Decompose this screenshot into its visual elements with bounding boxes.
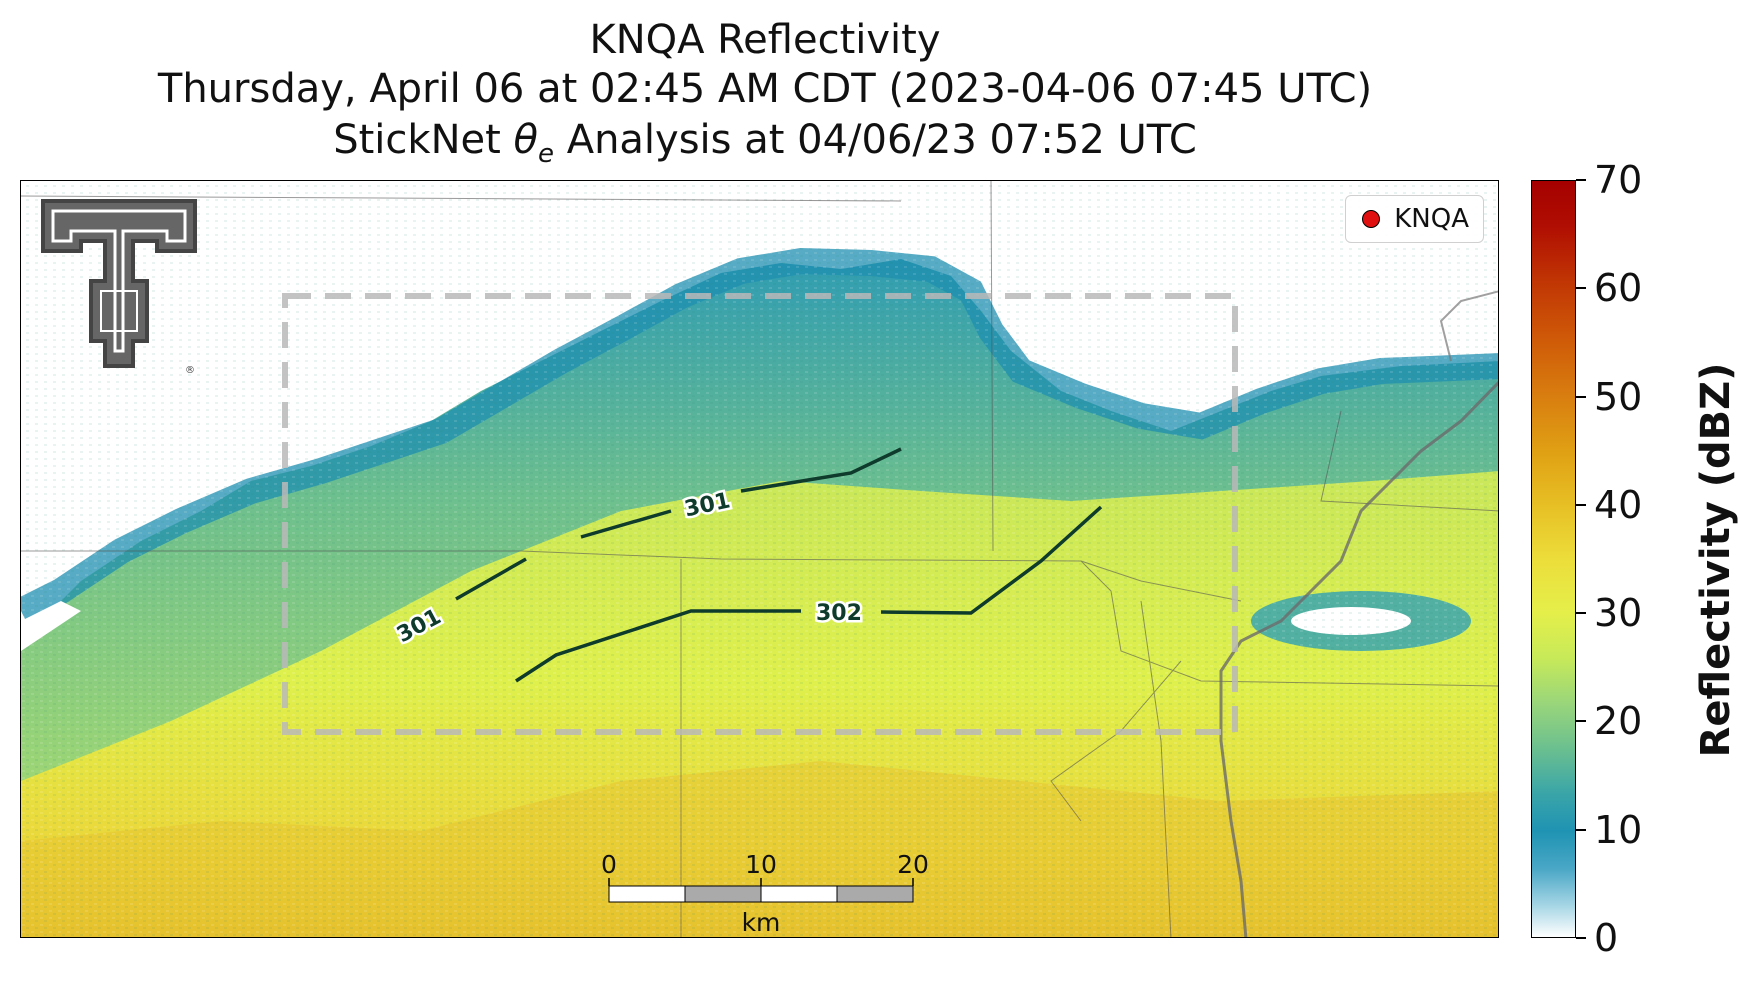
theta-symbol: θ: [513, 117, 538, 163]
colorbar-tick-label: 60: [1594, 266, 1643, 311]
colorbar-tick-label: 40: [1594, 482, 1643, 527]
scale-tick-10: 10: [745, 850, 777, 879]
scale-tick-0: 0: [601, 850, 617, 879]
scale-unit: km: [742, 908, 781, 937]
title-line-3: StickNet θe Analysis at 04/06/23 07:52 U…: [0, 120, 1530, 167]
colorbar-tick-label: 70: [1594, 158, 1643, 202]
colorbar-tick-mark: [1576, 612, 1586, 615]
contour-301-north-b: [740, 447, 902, 493]
contour-301-north: [580, 509, 672, 539]
title-line-3-suffix: Analysis at 04/06/23 07:52 UTC: [553, 117, 1197, 163]
analysis-box: [282, 293, 1238, 735]
registered-mark: ®: [185, 365, 195, 376]
title-line-3-prefix: StickNet: [333, 117, 514, 163]
contour-302-b: [880, 505, 1103, 615]
theta-e-contours: [455, 447, 1103, 683]
colorbar-tick-mark: [1576, 287, 1586, 290]
colorbar-tick-label: 30: [1594, 591, 1643, 636]
radar-map[interactable]: 301 301 302 0 10 20 km ®: [20, 180, 1499, 938]
knqa-marker-icon: [1362, 210, 1381, 228]
theta-subscript: e: [537, 139, 554, 169]
title-line-2: Thursday, April 06 at 02:45 AM CDT (2023…: [157, 66, 1373, 112]
contour-301-west: [455, 557, 527, 601]
colorbar-tick-mark: [1576, 828, 1586, 831]
colorbar-tick-mark: [1576, 179, 1586, 181]
scale-tick-20: 20: [897, 850, 929, 879]
colorbar-tick-label: 0: [1594, 916, 1619, 960]
colorbar-tick-label: 10: [1594, 807, 1643, 852]
map-legend: KNQA: [1345, 195, 1484, 243]
colorbar-label: Reflectivity (dBZ): [1693, 362, 1738, 758]
colorbar-tick-label: 20: [1594, 699, 1643, 744]
colorbar-tick-mark: [1576, 937, 1586, 939]
double-t-logo: ®: [41, 199, 197, 376]
colorbar: [1531, 180, 1576, 938]
title-line-1: KNQA Reflectivity: [589, 17, 941, 63]
contour-302: [515, 609, 801, 683]
contour-label-302: 302: [816, 601, 862, 626]
colorbar-tick-label: 50: [1594, 374, 1643, 419]
scale-bar: 0 10 20 km: [601, 850, 929, 937]
colorbar-tick-mark: [1576, 395, 1586, 398]
legend-label: KNQA: [1394, 204, 1469, 234]
colorbar-tick-mark: [1576, 720, 1586, 723]
colorbar-tick-mark: [1576, 503, 1586, 506]
river: [1219, 380, 1498, 937]
radar-map-canvas: 301 301 302 0 10 20 km ®: [21, 181, 1498, 937]
boundaries: [21, 181, 1498, 937]
